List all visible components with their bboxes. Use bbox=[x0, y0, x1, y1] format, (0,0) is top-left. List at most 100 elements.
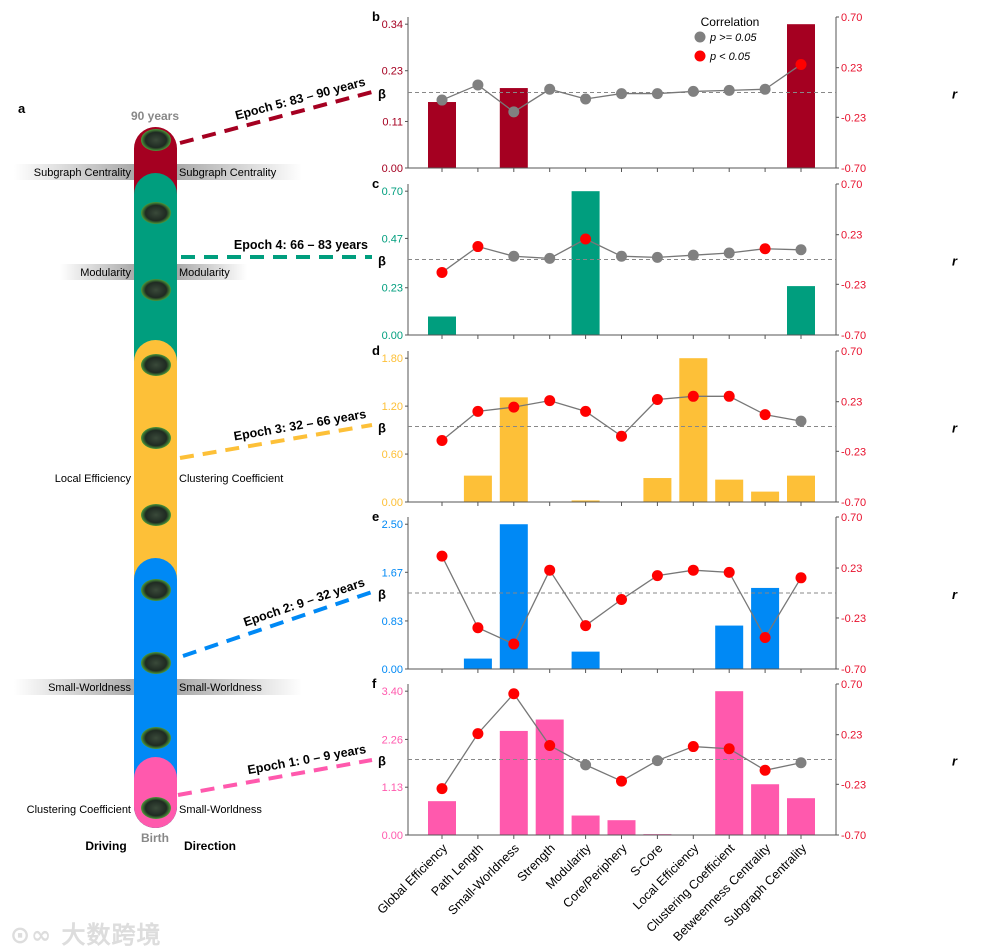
point-nonsignificant bbox=[508, 250, 520, 262]
beta-bar bbox=[787, 475, 815, 502]
direction-label: Subgraph Centrality bbox=[179, 167, 277, 179]
legend-marker bbox=[694, 31, 706, 43]
y-tick-label: 2.26 bbox=[382, 734, 403, 746]
brain-icon bbox=[141, 727, 171, 749]
direction-heading: Direction bbox=[184, 839, 236, 853]
beta-bar bbox=[643, 478, 672, 502]
legend-label: p < 0.05 bbox=[709, 51, 751, 63]
point-nonsignificant bbox=[651, 755, 663, 767]
y2-tick-label: 0.70 bbox=[841, 179, 862, 191]
beta-bar bbox=[751, 587, 780, 669]
brain-icon bbox=[141, 427, 171, 449]
beta-bar bbox=[571, 500, 600, 502]
y2-axis-label: r bbox=[952, 421, 958, 436]
beta-bar bbox=[499, 397, 528, 502]
top-age-label: 90 years bbox=[131, 109, 179, 123]
y-tick-label: 0.00 bbox=[382, 330, 403, 342]
point-significant bbox=[616, 430, 627, 442]
y2-tick-label: -0.70 bbox=[841, 664, 866, 676]
y-tick-label: 1.13 bbox=[382, 782, 403, 794]
epoch-connector bbox=[182, 590, 373, 658]
y2-tick-label: 0.23 bbox=[841, 730, 862, 742]
point-significant bbox=[472, 405, 484, 417]
brain-icon bbox=[141, 129, 171, 151]
beta-bar bbox=[787, 24, 815, 168]
chart-panel-d: d 0.00 0.60 1.20 1.80 -0.70 -0.23 0.23 0.70 β r bbox=[372, 343, 958, 509]
y-axis-label: β bbox=[378, 587, 386, 602]
point-nonsignificant bbox=[687, 85, 699, 97]
y2-axis-label: r bbox=[952, 87, 958, 102]
point-significant bbox=[795, 572, 807, 584]
epoch-label: Epoch 4: 66 – 83 years bbox=[234, 238, 368, 252]
direction-label: Modularity bbox=[179, 267, 230, 279]
y2-tick-label: -0.70 bbox=[841, 830, 866, 842]
x-category-label: Core/Periphery bbox=[560, 841, 630, 911]
y2-tick-label: -0.23 bbox=[841, 613, 866, 625]
y-axis-label: β bbox=[378, 254, 386, 269]
y-tick-label: 0.00 bbox=[382, 664, 403, 676]
epoch-label: Epoch 2: 9 – 32 years bbox=[242, 575, 367, 629]
y-tick-label: 0.34 bbox=[382, 19, 403, 31]
watermark-text: 大数跨境 bbox=[61, 921, 162, 949]
direction-label: Small-Worldness bbox=[179, 682, 262, 694]
point-nonsignificant bbox=[795, 244, 807, 256]
label-band-left bbox=[14, 164, 134, 180]
y-tick-label: 0.00 bbox=[382, 163, 403, 175]
y-tick-label: 0.60 bbox=[382, 449, 403, 461]
y2-axis-label: r bbox=[952, 754, 958, 769]
y-tick-label: 1.67 bbox=[382, 567, 403, 579]
driving-label: Subgraph Centrality bbox=[34, 167, 132, 179]
y-axis-label: β bbox=[378, 87, 386, 102]
beta-bar bbox=[715, 625, 744, 669]
point-significant bbox=[687, 390, 699, 402]
y2-tick-label: 0.70 bbox=[841, 679, 862, 691]
y-axis-label: β bbox=[378, 421, 386, 436]
beta-bar bbox=[428, 801, 456, 835]
point-significant bbox=[436, 266, 448, 278]
y-axis-label: β bbox=[378, 754, 386, 769]
panel-label-d: d bbox=[372, 343, 380, 358]
beta-bar bbox=[428, 316, 456, 335]
point-significant bbox=[544, 564, 556, 576]
point-significant bbox=[687, 564, 699, 576]
driving-heading: Driving bbox=[85, 839, 126, 853]
y2-tick-label: -0.23 bbox=[841, 112, 866, 124]
y-tick-label: 0.83 bbox=[382, 616, 403, 628]
beta-bar bbox=[499, 88, 528, 168]
y-tick-label: 1.20 bbox=[382, 401, 403, 413]
point-significant bbox=[472, 622, 484, 634]
point-significant bbox=[472, 728, 484, 740]
point-significant bbox=[687, 741, 699, 753]
panel-label-e: e bbox=[372, 509, 379, 524]
beta-bar bbox=[463, 475, 492, 502]
driving-label: Local Efficiency bbox=[55, 473, 132, 485]
chart-panel-c: c 0.00 0.23 0.47 0.70 -0.70 -0.23 0.23 0.70 β r bbox=[372, 176, 958, 342]
point-significant bbox=[580, 405, 592, 417]
label-band-right bbox=[177, 164, 302, 180]
y2-axis-label: r bbox=[952, 587, 958, 602]
point-nonsignificant bbox=[544, 83, 556, 95]
point-significant bbox=[723, 743, 735, 755]
panel-label-f: f bbox=[372, 676, 377, 691]
point-significant bbox=[544, 739, 556, 751]
y-tick-label: 3.40 bbox=[382, 686, 403, 698]
y-tick-label: 0.00 bbox=[382, 497, 403, 509]
point-significant bbox=[795, 58, 807, 70]
driving-label: Clustering Coefficient bbox=[27, 804, 131, 816]
beta-bar bbox=[428, 102, 456, 168]
point-significant bbox=[436, 435, 448, 447]
point-significant bbox=[723, 566, 735, 578]
point-significant bbox=[436, 550, 448, 562]
panel-label-a: a bbox=[18, 101, 26, 116]
legend-title: Correlation bbox=[701, 15, 760, 29]
y2-tick-label: -0.23 bbox=[841, 446, 866, 458]
point-nonsignificant bbox=[580, 93, 592, 105]
brain-icon bbox=[141, 797, 171, 819]
beta-bar bbox=[787, 286, 815, 335]
beta-bar bbox=[463, 658, 492, 669]
beta-bar bbox=[787, 798, 815, 835]
beta-bar bbox=[607, 820, 636, 835]
driving-label: Small-Worldness bbox=[48, 682, 131, 694]
beta-bar bbox=[751, 784, 780, 835]
